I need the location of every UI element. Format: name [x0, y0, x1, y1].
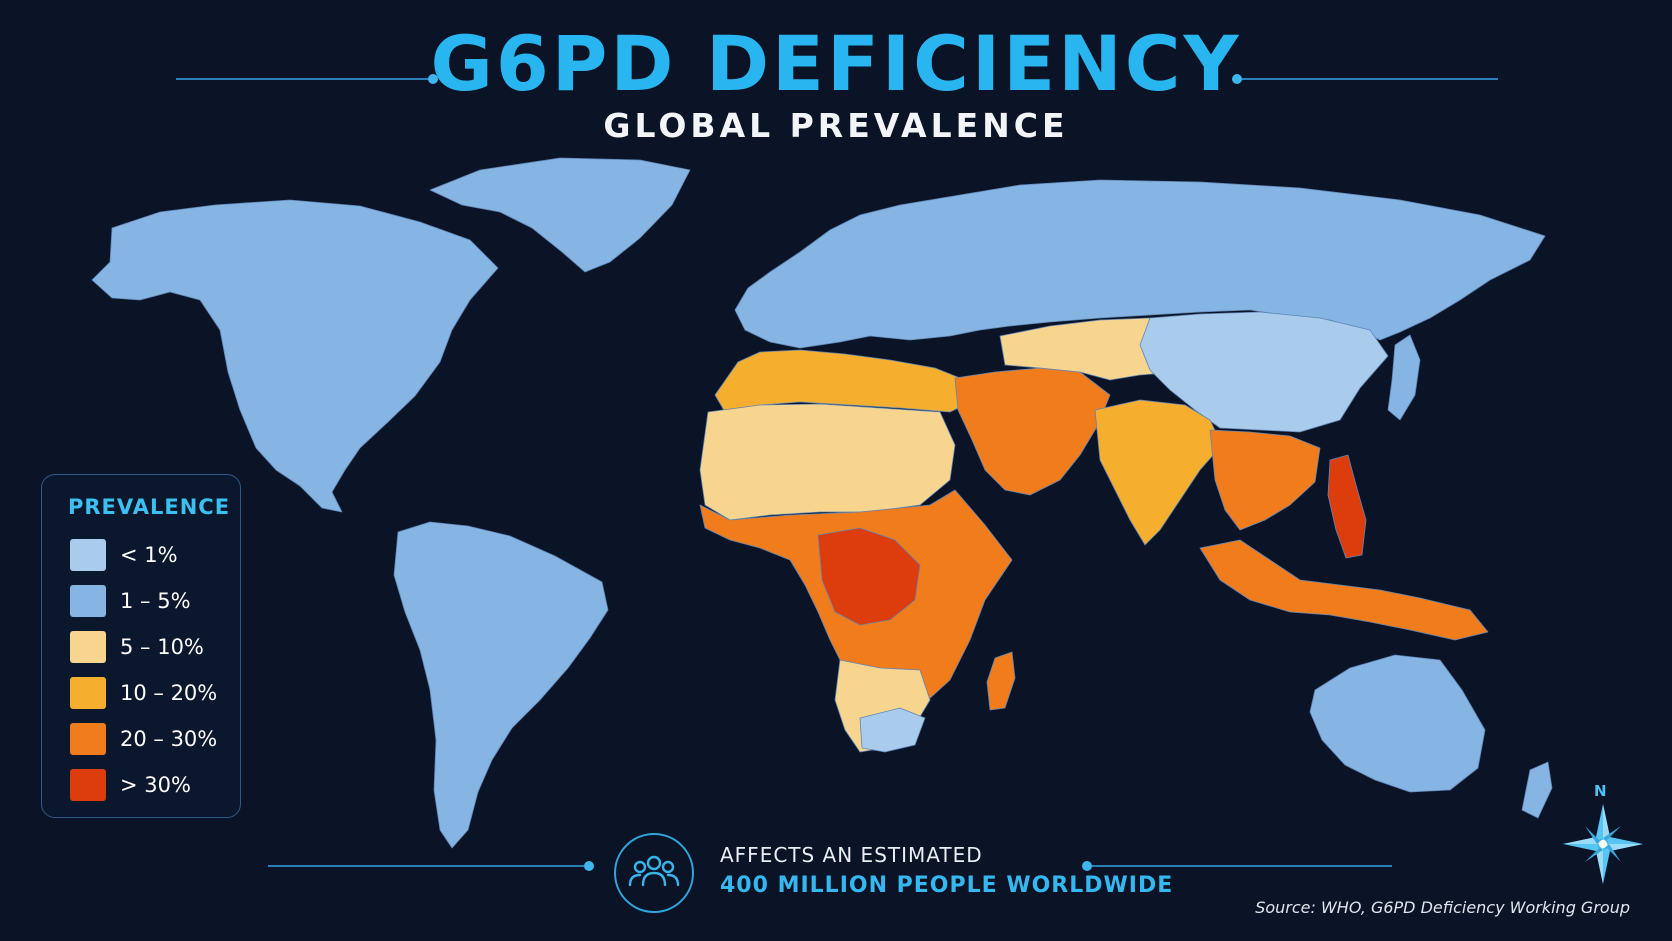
compass-rose-icon — [1563, 804, 1643, 884]
legend-label: > 30% — [120, 773, 191, 797]
region-greenland — [429, 157, 691, 273]
legend-label: < 1% — [120, 543, 178, 567]
region-japan — [1387, 334, 1421, 421]
region-australia — [1309, 654, 1486, 793]
region-north-america — [91, 199, 499, 513]
region-south-africa — [859, 707, 926, 753]
region-southeast-asia — [1209, 429, 1321, 531]
page-subtitle: GLOBAL PREVALENCE — [603, 106, 1069, 145]
footer-text-line2: 400 MILLION PEOPLE WORLDWIDE — [720, 873, 1174, 898]
legend-swatch — [70, 631, 106, 663]
legend-item: 20 – 30% — [70, 723, 217, 755]
legend-item: < 1% — [70, 539, 178, 571]
footer-rule-right-dot — [1082, 861, 1092, 871]
footer-rule-left — [268, 865, 584, 867]
legend-label: 1 – 5% — [120, 589, 191, 613]
region-new-zealand — [1521, 761, 1553, 819]
legend-swatch — [70, 677, 106, 709]
title-rule-left — [176, 78, 431, 80]
region-arabian-peninsula — [954, 367, 1111, 496]
legend: PREVALENCE < 1% 1 – 5% 5 – 10% 10 – 20% … — [41, 474, 241, 818]
compass-north-label: N — [1594, 782, 1607, 800]
legend-item: > 30% — [70, 769, 191, 801]
title-rule-left-dot — [428, 74, 438, 84]
title-rule-right — [1240, 78, 1498, 80]
legend-swatch — [70, 723, 106, 755]
legend-title: PREVALENCE — [68, 495, 231, 519]
region-south-asia — [1094, 399, 1223, 546]
title-rule-right-dot — [1232, 74, 1242, 84]
region-indonesia-png — [1199, 539, 1489, 641]
people-group-icon — [614, 833, 694, 913]
region-central-africa-core — [817, 527, 921, 626]
region-south-america — [393, 521, 609, 849]
legend-swatch — [70, 769, 106, 801]
region-north-africa-mediterranean — [714, 349, 976, 413]
legend-item: 1 – 5% — [70, 585, 191, 617]
footer-rule-right — [1092, 865, 1392, 867]
region-madagascar — [986, 651, 1016, 711]
legend-item: 10 – 20% — [70, 677, 217, 709]
region-northern-europe-russia — [734, 179, 1546, 349]
legend-label: 5 – 10% — [120, 635, 204, 659]
source-note: Source: WHO, G6PD Deficiency Working Gro… — [1255, 898, 1630, 917]
legend-label: 10 – 20% — [120, 681, 218, 705]
legend-swatch — [70, 585, 106, 617]
footer-rule-left-dot — [584, 861, 594, 871]
page-title: G6PD DEFICIENCY — [430, 19, 1242, 108]
region-sahara — [699, 403, 956, 521]
legend-item: 5 – 10% — [70, 631, 204, 663]
legend-label: 20 – 30% — [120, 727, 218, 751]
footer-text-line1: AFFECTS AN ESTIMATED — [720, 843, 983, 867]
region-china — [1139, 311, 1389, 433]
legend-swatch — [70, 539, 106, 571]
region-philippines — [1327, 454, 1367, 559]
